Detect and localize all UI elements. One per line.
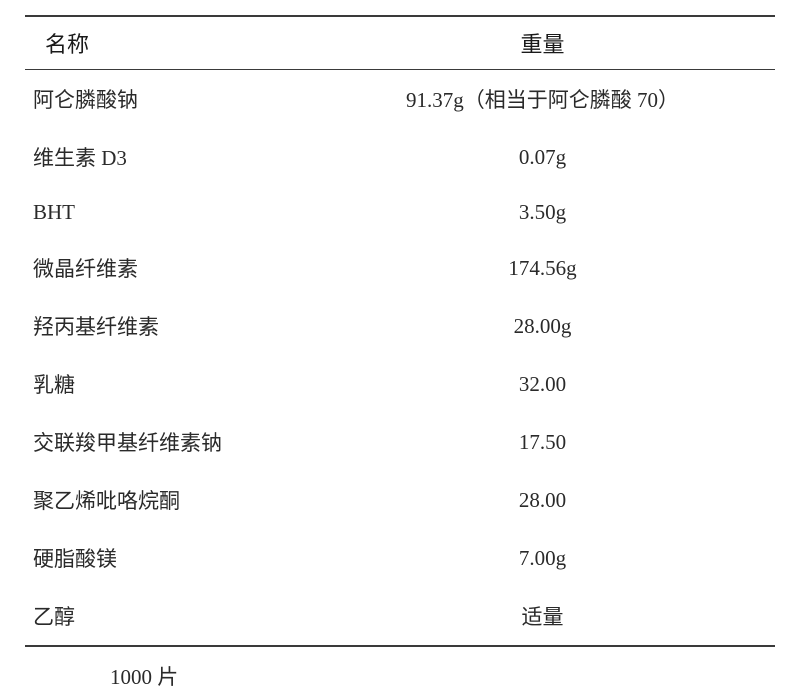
ingredients-table-container: 名称 重量 阿仑膦酸钠 91.37g（相当于阿仑膦酸 70） 维生素 D3 0.… (25, 15, 775, 691)
ingredient-weight: 17.50 (310, 413, 775, 471)
ingredient-weight: 0.07g (310, 128, 775, 186)
ingredient-name: BHT (25, 186, 310, 239)
ingredient-name: 维生素 D3 (25, 128, 310, 186)
ingredient-name: 乳糖 (25, 355, 310, 413)
ingredient-name: 聚乙烯吡咯烷酮 (25, 471, 310, 529)
table-row: 聚乙烯吡咯烷酮 28.00 (25, 471, 775, 529)
table-footer-note: 1000 片 (25, 647, 775, 691)
table-row: 硬脂酸镁 7.00g (25, 529, 775, 587)
ingredient-weight: 91.37g（相当于阿仑膦酸 70） (310, 70, 775, 129)
ingredient-weight: 174.56g (310, 239, 775, 297)
ingredient-name: 乙醇 (25, 587, 310, 646)
table-body: 阿仑膦酸钠 91.37g（相当于阿仑膦酸 70） 维生素 D3 0.07g BH… (25, 70, 775, 647)
table-row: BHT 3.50g (25, 186, 775, 239)
column-header-name: 名称 (25, 16, 310, 70)
ingredient-weight: 7.00g (310, 529, 775, 587)
table-header-row: 名称 重量 (25, 16, 775, 70)
table-row: 维生素 D3 0.07g (25, 128, 775, 186)
table-row: 乙醇 适量 (25, 587, 775, 646)
column-header-weight: 重量 (310, 16, 775, 70)
ingredients-table: 名称 重量 阿仑膦酸钠 91.37g（相当于阿仑膦酸 70） 维生素 D3 0.… (25, 15, 775, 647)
ingredient-name: 微晶纤维素 (25, 239, 310, 297)
table-row: 羟丙基纤维素 28.00g (25, 297, 775, 355)
ingredient-name: 阿仑膦酸钠 (25, 70, 310, 129)
ingredient-weight: 28.00g (310, 297, 775, 355)
ingredient-weight: 32.00 (310, 355, 775, 413)
ingredient-name: 交联羧甲基纤维素钠 (25, 413, 310, 471)
ingredient-weight: 3.50g (310, 186, 775, 239)
table-row: 乳糖 32.00 (25, 355, 775, 413)
table-row: 交联羧甲基纤维素钠 17.50 (25, 413, 775, 471)
table-row: 阿仑膦酸钠 91.37g（相当于阿仑膦酸 70） (25, 70, 775, 129)
ingredient-weight: 28.00 (310, 471, 775, 529)
ingredient-name: 硬脂酸镁 (25, 529, 310, 587)
table-row: 微晶纤维素 174.56g (25, 239, 775, 297)
ingredient-name: 羟丙基纤维素 (25, 297, 310, 355)
ingredient-weight: 适量 (310, 587, 775, 646)
